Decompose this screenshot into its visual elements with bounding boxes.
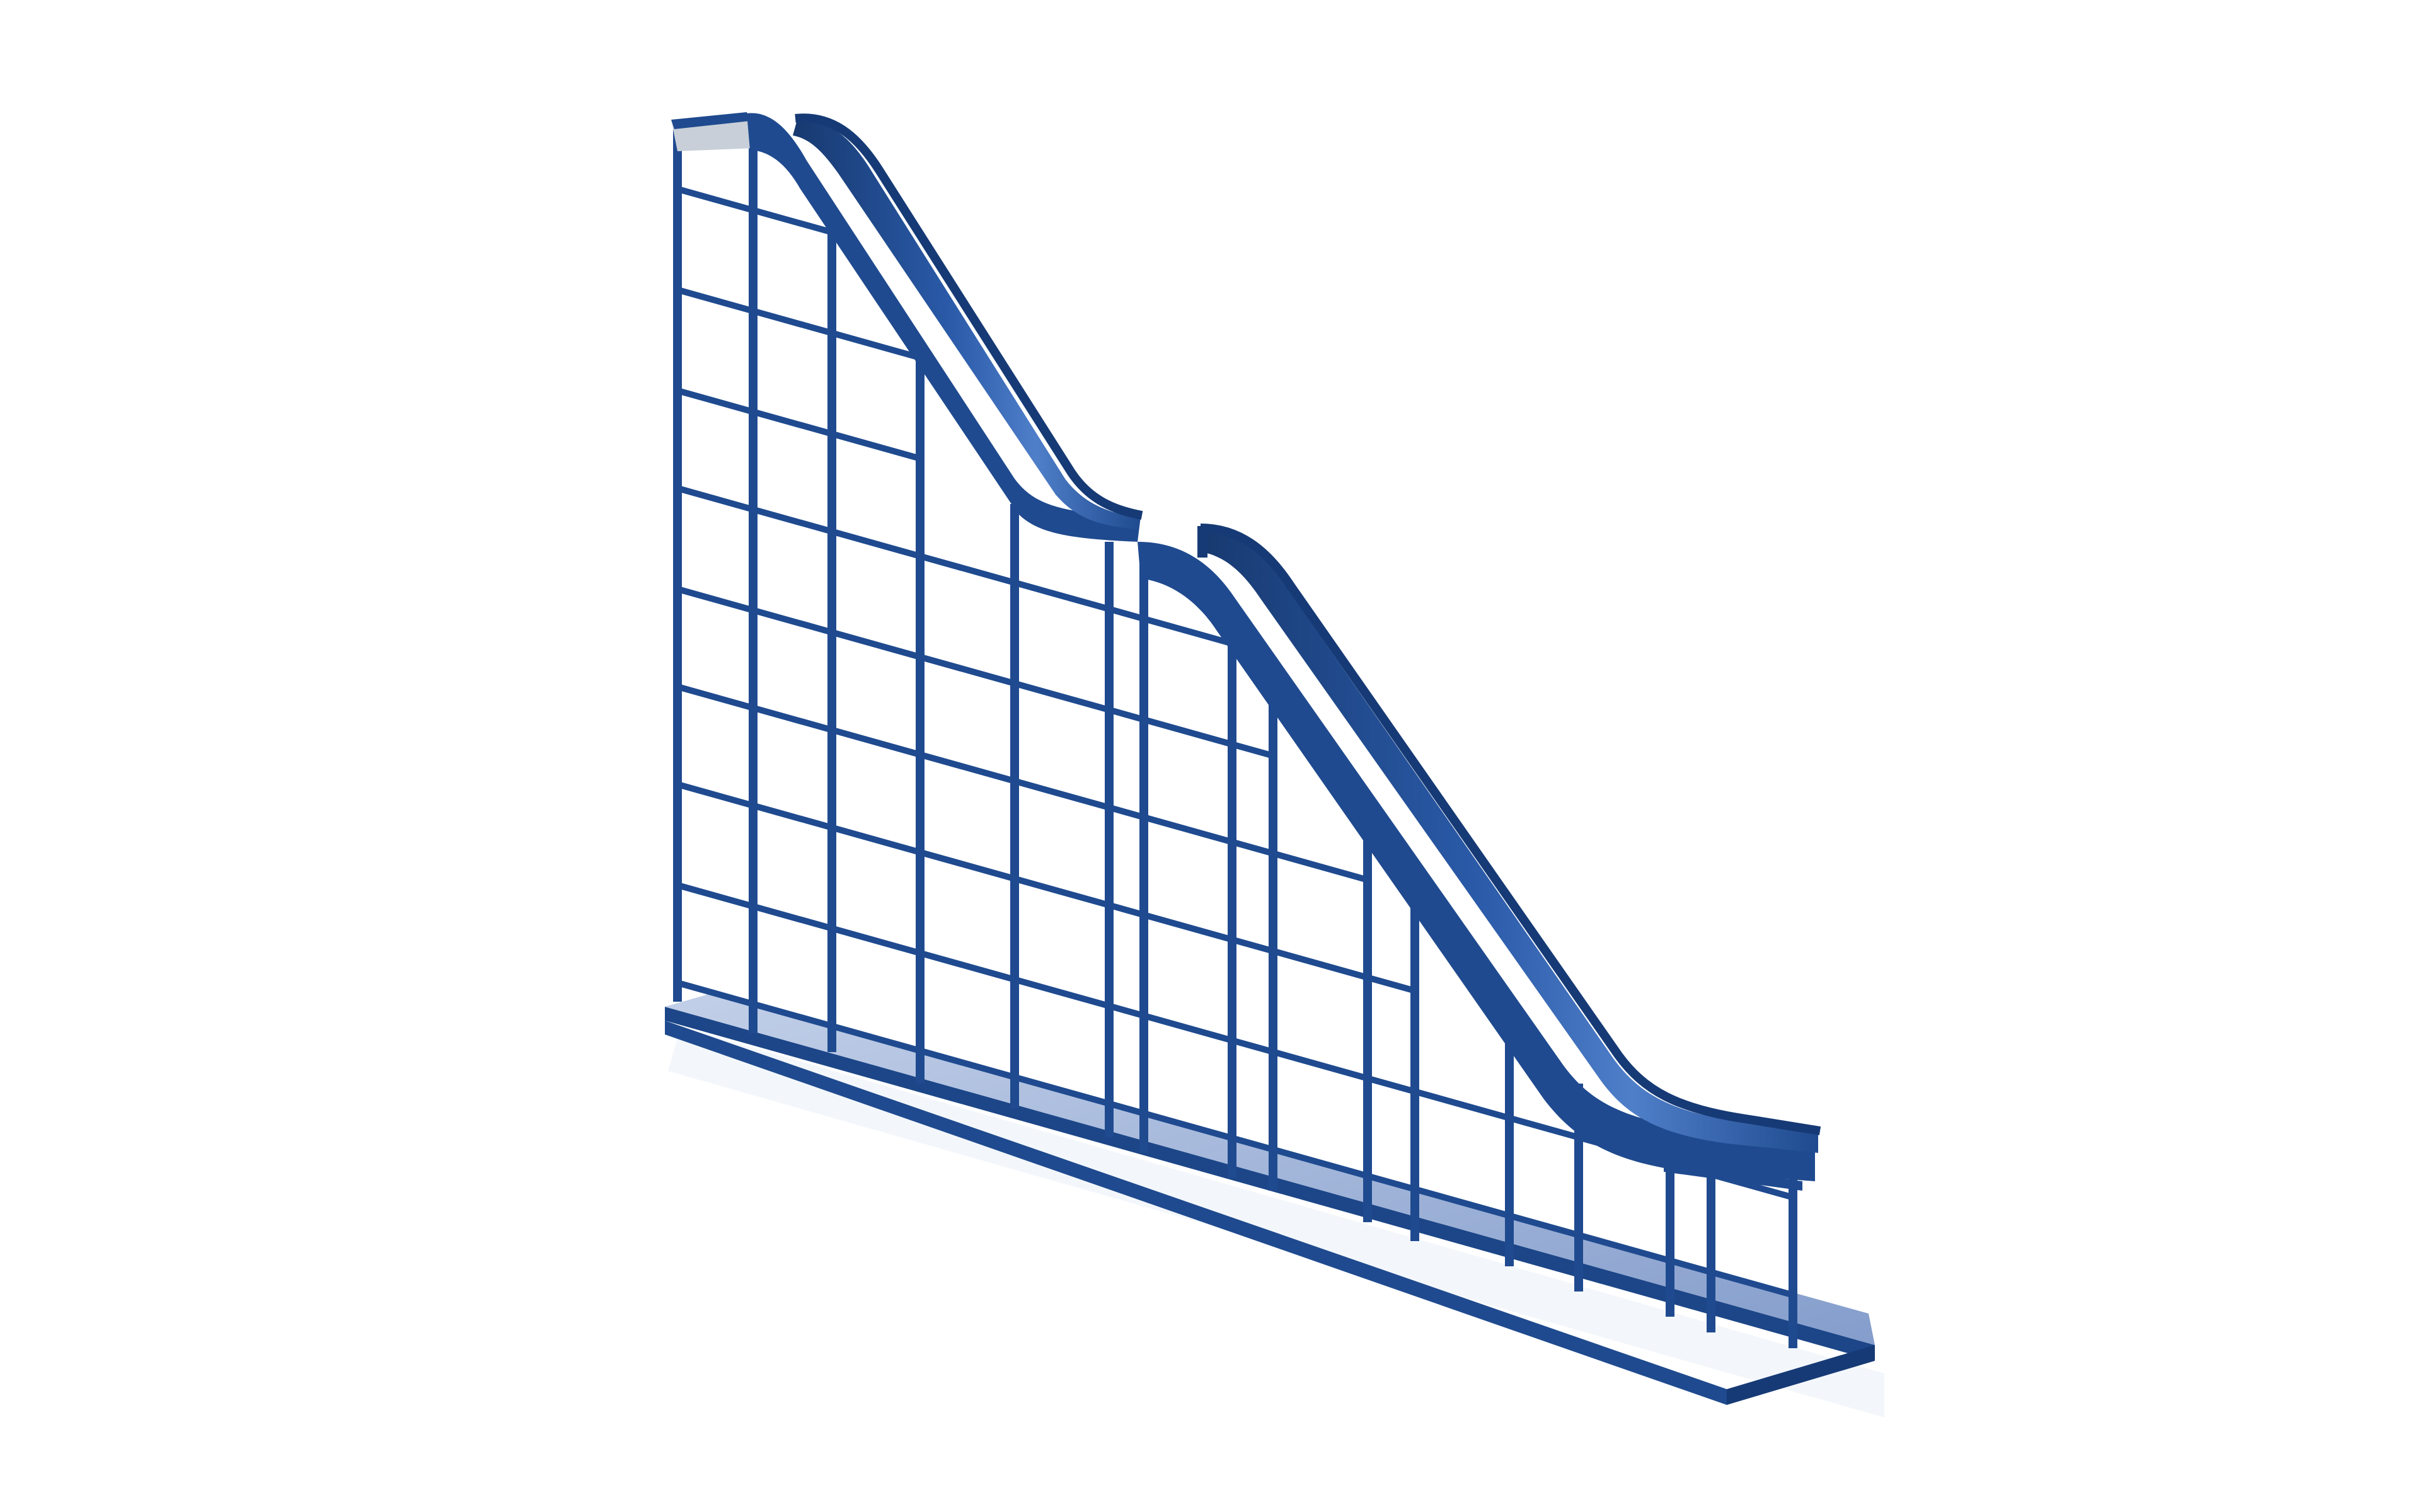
frame-rail bbox=[676, 980, 1794, 1298]
frame-rail bbox=[676, 186, 833, 236]
climbing-frame bbox=[673, 120, 1797, 1348]
frame-rail bbox=[676, 684, 1369, 883]
top-platform bbox=[671, 112, 756, 151]
lower-slide bbox=[1138, 524, 1821, 1181]
exit-support bbox=[1664, 1162, 1802, 1191]
frame-rail bbox=[676, 287, 921, 361]
upper-slide bbox=[747, 113, 1143, 542]
frame-rail bbox=[676, 387, 921, 462]
floor-reflection bbox=[668, 1027, 1884, 1418]
frame-rail bbox=[676, 781, 1416, 994]
frame-rail bbox=[676, 586, 1274, 759]
frame-rail bbox=[676, 485, 1233, 647]
